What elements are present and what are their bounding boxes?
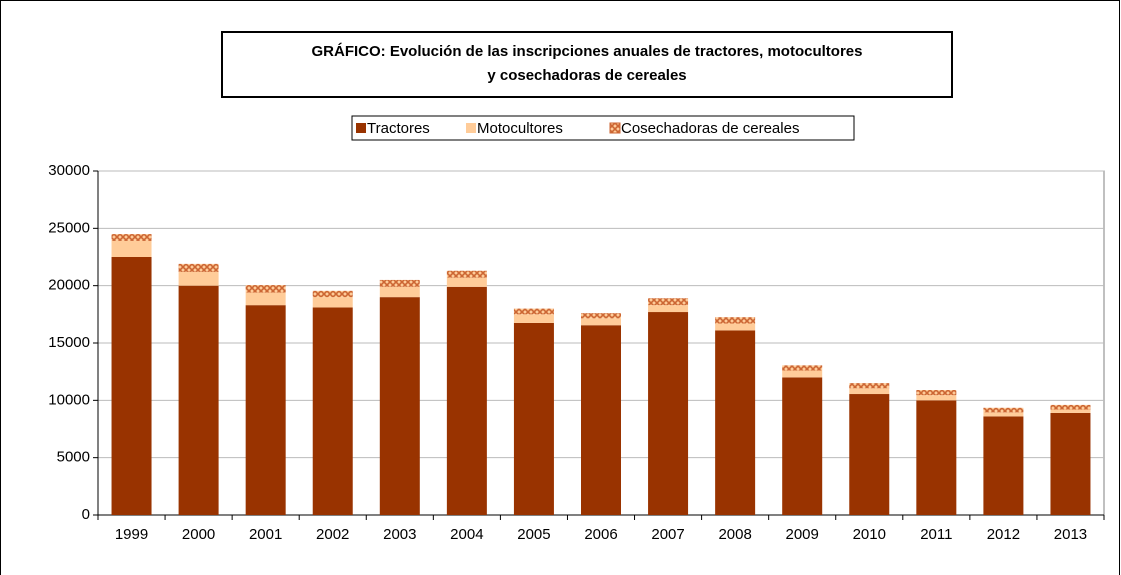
bar-segment — [983, 416, 1024, 515]
legend-label: Motocultores — [477, 120, 563, 137]
bar-segment — [849, 383, 890, 389]
x-tick-label: 2004 — [450, 526, 483, 543]
bar-segment — [581, 325, 621, 515]
bar-segment — [379, 279, 420, 287]
bar-segment — [379, 286, 420, 298]
legend-swatch — [466, 123, 476, 133]
x-tick-label: 2001 — [249, 526, 282, 543]
legend-box — [351, 115, 855, 141]
chart-title: y cosechadoras de cereales — [487, 67, 686, 84]
bar-segment — [648, 305, 689, 313]
bar-segment — [513, 322, 554, 515]
y-tick-label: 20000 — [48, 277, 90, 294]
bar-segment — [1050, 412, 1091, 515]
bar-segment — [782, 365, 823, 371]
bar-segment — [379, 297, 420, 515]
bar-segment — [111, 240, 152, 257]
bar-segment — [1050, 404, 1091, 410]
bar-segment — [715, 317, 756, 324]
legend-label: Tractores — [367, 120, 430, 137]
bar-segment — [312, 297, 353, 308]
bar-segment — [513, 314, 554, 323]
bar-segment — [446, 286, 487, 515]
bar-segment — [111, 234, 152, 241]
bar-segment — [245, 285, 286, 293]
bar-segment — [849, 394, 890, 515]
bar-segment — [782, 377, 823, 515]
legend-label: Cosechadoras de cereales — [621, 120, 799, 137]
bar-segment — [782, 370, 823, 378]
x-tick-label: 2003 — [383, 526, 416, 543]
x-tick-label: 2000 — [182, 526, 215, 543]
bar-segment — [513, 308, 554, 315]
bar-segment — [1050, 409, 1091, 413]
y-tick-label: 5000 — [57, 449, 90, 466]
bar-segment — [245, 305, 286, 515]
title-box — [221, 31, 953, 98]
bar-segment — [178, 263, 219, 272]
bar-segment — [648, 312, 689, 515]
bar-segment — [446, 270, 487, 278]
bar-segment — [849, 388, 890, 395]
y-tick-label: 0 — [82, 506, 90, 523]
bar-segment — [916, 390, 957, 396]
bar-segment — [111, 257, 152, 515]
bar-segment — [916, 395, 957, 401]
bar-segment — [446, 277, 487, 287]
bar-segment — [715, 323, 756, 331]
y-tick-label: 15000 — [48, 334, 90, 351]
bar-segment — [581, 313, 621, 319]
x-tick-label: 1999 — [115, 526, 148, 543]
y-tick-label: 25000 — [48, 219, 90, 236]
x-tick-label: 2009 — [786, 526, 819, 543]
x-tick-label: 2013 — [1054, 526, 1087, 543]
bar-segment — [581, 318, 621, 326]
x-tick-label: 2010 — [853, 526, 886, 543]
bar-segment — [178, 285, 219, 515]
bar-segment — [178, 271, 219, 286]
bar-segment — [916, 400, 957, 515]
x-tick-label: 2008 — [718, 526, 751, 543]
y-tick-label: 10000 — [48, 391, 90, 408]
bar-segment — [648, 298, 689, 306]
bar-segment — [715, 330, 756, 515]
x-tick-label: 2005 — [517, 526, 550, 543]
x-tick-label: 2011 — [920, 526, 952, 543]
chart-title: GRÁFICO: Evolución de las inscripciones … — [312, 43, 863, 60]
x-tick-label: 2002 — [316, 526, 349, 543]
x-tick-label: 2006 — [584, 526, 617, 543]
x-tick-label: 2007 — [651, 526, 684, 543]
legend-swatch — [356, 123, 366, 133]
y-tick-label: 30000 — [48, 162, 90, 179]
bar-segment — [312, 307, 353, 515]
bar-segment — [312, 290, 353, 298]
bar-segment — [983, 412, 1024, 417]
x-tick-label: 2012 — [987, 526, 1020, 543]
legend-swatch — [609, 122, 621, 134]
bar-segment — [983, 407, 1024, 413]
bar-segment — [245, 292, 286, 306]
